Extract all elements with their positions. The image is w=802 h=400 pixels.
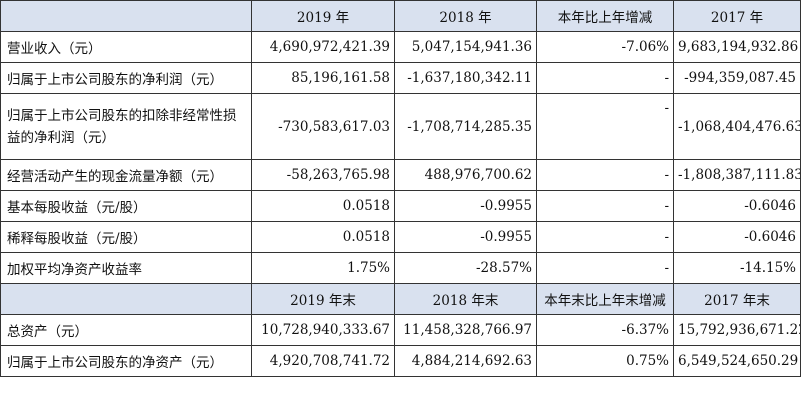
cell-change: -	[536, 252, 674, 284]
cell-2017: 6,549,524,650.29	[673, 345, 801, 377]
table-row: 归属于上市公司股东的扣除非经常性损益的净利润（元） -730,583,617.0…	[0, 93, 801, 160]
table-header-row-year-end: 2019 年末 2018 年末 本年末比上年末增减 2017 年末	[0, 283, 801, 315]
cell-2018: -0.9955	[394, 221, 537, 253]
row-label: 归属于上市公司股东的净利润（元）	[0, 62, 252, 94]
cell-2018: 4,884,214,692.63	[394, 345, 537, 377]
cell-2019: 1.75%	[251, 252, 395, 284]
table-row: 经营活动产生的现金流量净额（元） -58,263,765.98 488,976,…	[0, 159, 801, 191]
header-cell-label	[0, 283, 252, 315]
header-cell-change: 本年比上年增减	[536, 0, 674, 32]
cell-2018: -0.9955	[394, 190, 537, 222]
table-row: 归属于上市公司股东的净资产（元） 4,920,708,741.72 4,884,…	[0, 345, 801, 377]
header-cell-2019-end: 2019 年末	[251, 283, 395, 315]
header-cell-2018: 2018 年	[394, 0, 537, 32]
cell-change: -	[536, 93, 674, 160]
row-label: 稀释每股收益（元/股）	[0, 221, 252, 253]
cell-2018: 5,047,154,941.36	[394, 31, 537, 63]
row-label: 营业收入（元）	[0, 31, 252, 63]
cell-2017: -1,808,387,111.83	[673, 159, 801, 191]
cell-2019: 4,690,972,421.39	[251, 31, 395, 63]
cell-2017: 15,792,936,671.22	[673, 314, 801, 346]
row-label: 总资产（元）	[0, 314, 252, 346]
row-label: 加权平均净资产收益率	[0, 252, 252, 284]
row-label: 基本每股收益（元/股）	[0, 190, 252, 222]
cell-change: 0.75%	[536, 345, 674, 377]
table-row: 基本每股收益（元/股） 0.0518 -0.9955 - -0.6046	[0, 190, 801, 222]
cell-2018: 11,458,328,766.97	[394, 314, 537, 346]
cell-2017: 9,683,194,932.86	[673, 31, 801, 63]
cell-2018: -1,708,714,285.35	[394, 93, 537, 160]
key-financial-data-table: 2019 年 2018 年 本年比上年增减 2017 年 营业收入（元） 4,6…	[0, 0, 801, 377]
cell-change: -6.37%	[536, 314, 674, 346]
cell-2018: 488,976,700.62	[394, 159, 537, 191]
header-cell-2019: 2019 年	[251, 0, 395, 32]
table-row: 总资产（元） 10,728,940,333.67 11,458,328,766.…	[0, 314, 801, 346]
header-cell-label	[0, 0, 252, 32]
cell-2017: -14.15%	[673, 252, 801, 284]
header-cell-2017-end: 2017 年末	[673, 283, 801, 315]
table-row: 稀释每股收益（元/股） 0.0518 -0.9955 - -0.6046	[0, 221, 801, 253]
table-row: 加权平均净资产收益率 1.75% -28.57% - -14.15%	[0, 252, 801, 284]
row-label: 归属于上市公司股东的净资产（元）	[0, 345, 252, 377]
cell-2017: -0.6046	[673, 221, 801, 253]
cell-2018: -28.57%	[394, 252, 537, 284]
cell-change: -	[536, 159, 674, 191]
cell-2019: -58,263,765.98	[251, 159, 395, 191]
header-cell-change-end: 本年末比上年末增减	[536, 283, 674, 315]
row-label: 归属于上市公司股东的扣除非经常性损益的净利润（元）	[0, 93, 252, 160]
cell-change: -	[536, 62, 674, 94]
row-label: 经营活动产生的现金流量净额（元）	[0, 159, 252, 191]
table-header-row: 2019 年 2018 年 本年比上年增减 2017 年	[0, 0, 801, 32]
cell-2019: 4,920,708,741.72	[251, 345, 395, 377]
cell-2017: -0.6046	[673, 190, 801, 222]
cell-2017: -1,068,404,476.63	[673, 93, 801, 160]
cell-2017: -994,359,087.45	[673, 62, 801, 94]
cell-2019: -730,583,617.03	[251, 93, 395, 160]
header-cell-2017: 2017 年	[673, 0, 801, 32]
cell-2019: 0.0518	[251, 221, 395, 253]
cell-2019: 0.0518	[251, 190, 395, 222]
cell-2018: -1,637,180,342.11	[394, 62, 537, 94]
cell-2019: 85,196,161.58	[251, 62, 395, 94]
header-cell-2018-end: 2018 年末	[394, 283, 537, 315]
cell-change: -7.06%	[536, 31, 674, 63]
table-row: 营业收入（元） 4,690,972,421.39 5,047,154,941.3…	[0, 31, 801, 63]
cell-2019: 10,728,940,333.67	[251, 314, 395, 346]
cell-change: -	[536, 221, 674, 253]
cell-change: -	[536, 190, 674, 222]
table-row: 归属于上市公司股东的净利润（元） 85,196,161.58 -1,637,18…	[0, 62, 801, 94]
